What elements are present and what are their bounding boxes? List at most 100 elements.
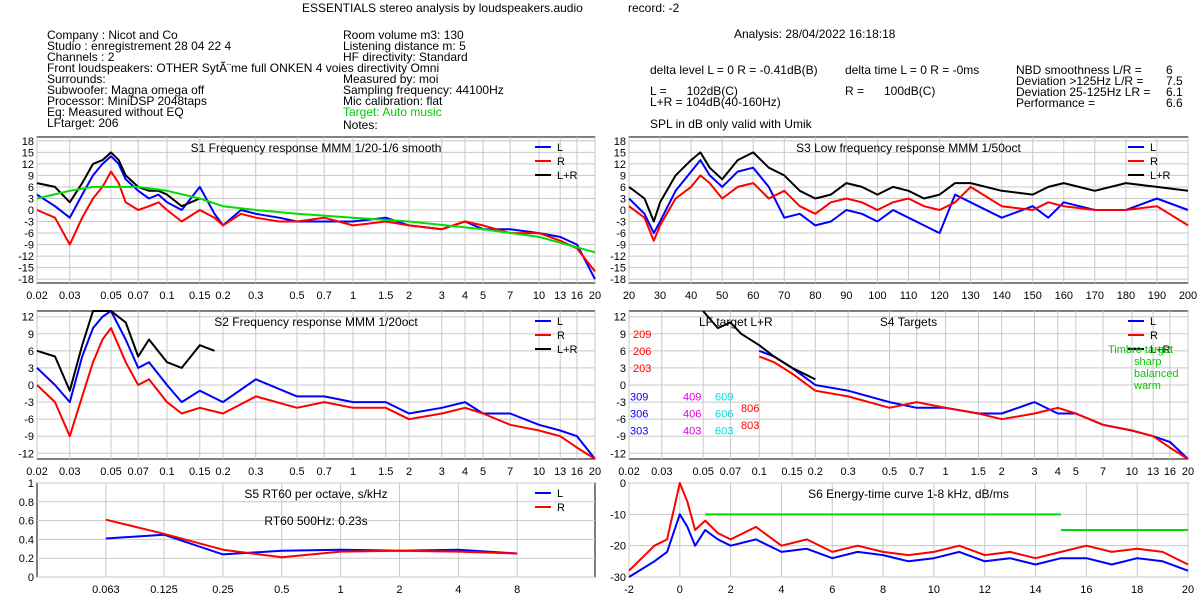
- s6-x-tick-label: 18: [1131, 584, 1143, 596]
- s5-y-tick-label: 0.4: [19, 534, 34, 546]
- s2-x-tick-label: 1.5: [378, 466, 393, 478]
- s2-y-tick-label: -12: [18, 448, 34, 460]
- s4-target-label-cyan: 609: [715, 391, 733, 403]
- s2-x-tick-label: 7: [507, 466, 513, 478]
- s2-x-tick-label: 4: [462, 466, 468, 478]
- s1-series-lr: [36, 151, 201, 208]
- s4-target-label-lf: 206: [633, 346, 651, 358]
- s3-x-tick-label: 190: [1148, 290, 1166, 302]
- s3-y-tick-label: 6: [620, 182, 626, 194]
- s4-target-label-blue: 309: [630, 391, 648, 403]
- info-directivity: HF directivity: Standard: [343, 50, 468, 64]
- s4-subtitle: LF target L+R: [699, 315, 773, 329]
- level-r: R = 100dB(C): [845, 84, 936, 98]
- s1-legend-label: L+R: [557, 170, 578, 182]
- s2-x-tick-label: 0.5: [289, 466, 304, 478]
- s2-x-tick-label: 16: [571, 466, 583, 478]
- s1-x-tick-label: 0.5: [289, 290, 304, 302]
- s3-x-tick-label: 30: [654, 290, 666, 302]
- s3-x-tick-label: 160: [1055, 290, 1073, 302]
- s4-series-r: [758, 355, 1189, 460]
- s1-y-tick-label: 0: [28, 205, 34, 217]
- s2-x-tick-label: 0.15: [189, 466, 210, 478]
- s2-x-tick-label: 10: [533, 466, 545, 478]
- s4-x-tick-label: 0.03: [651, 466, 672, 478]
- s2-series-lr: [36, 310, 215, 392]
- s4-x-tick-label: 0.7: [909, 466, 924, 478]
- s4-x-tick-label: 16: [1164, 466, 1176, 478]
- s4-target-label-blue: 303: [630, 426, 648, 438]
- s2-series-r: [36, 327, 596, 460]
- s4-target-label-hf: 803: [741, 420, 759, 432]
- report-title: ESSENTIALS stereo analysis by loudspeake…: [302, 1, 583, 15]
- score-label: Performance =: [1016, 96, 1096, 110]
- s2-x-tick-label: 0.2: [215, 466, 230, 478]
- score-value: 6: [1166, 63, 1173, 77]
- s1-y-tick-label: 18: [22, 136, 34, 148]
- s3-legend-label: L: [1150, 142, 1156, 154]
- s1-x-tick-label: 1.5: [378, 290, 393, 302]
- s4-x-tick-label: 1.5: [971, 466, 986, 478]
- s1-y-tick-label: -18: [18, 274, 34, 286]
- s4-y-tick-label: -12: [610, 448, 626, 460]
- info-subwoofer: Subwoofer: Magna omega off: [47, 83, 205, 97]
- s4-x-tick-label: 3: [1031, 466, 1037, 478]
- s1-y-tick-label: 3: [28, 193, 34, 205]
- s1-y-tick-label: -9: [24, 240, 34, 252]
- s5-series-l: [105, 533, 518, 556]
- s3-x-tick-label: 200: [1179, 290, 1197, 302]
- s3-y-tick-label: 3: [620, 193, 626, 205]
- s2-x-tick-label: 5: [480, 466, 486, 478]
- s5-y-tick-label: 1: [28, 478, 34, 490]
- score-value: 7.5: [1166, 74, 1183, 88]
- s5-x-tick-label: 0.125: [150, 584, 178, 596]
- s1-x-tick-label: 1: [350, 290, 356, 302]
- info-company: Company : Nicot and Co: [47, 28, 178, 42]
- s3-series-lr: [628, 151, 1189, 223]
- s6-y-tick-label: -20: [610, 541, 626, 553]
- level-l: L = 102dB(C): [650, 84, 738, 98]
- s1-y-tick-label: -3: [24, 217, 34, 229]
- s3-x-tick-label: 70: [778, 290, 790, 302]
- s4-target-label-hf: 806: [741, 403, 759, 415]
- s3-x-tick-label: 40: [685, 290, 697, 302]
- s4-y-tick-label: -6: [616, 414, 626, 426]
- s3-x-tick-label: 150: [1024, 290, 1042, 302]
- s3-series-l: [628, 159, 1189, 235]
- s4-target-label-lf: 209: [633, 329, 651, 341]
- info-sampling: Sampling frequency: 44100Hz: [343, 83, 504, 97]
- record-label: record: -2: [628, 1, 680, 15]
- info-channels: Channels : 2: [47, 50, 115, 64]
- s1-legend-label: R: [557, 156, 565, 168]
- s4-y-tick-label: 12: [614, 312, 626, 324]
- s3-y-tick-label: 12: [614, 159, 626, 171]
- s2-y-tick-label: 9: [28, 329, 34, 341]
- s2-legend-label: L+R: [557, 344, 578, 356]
- s1-legend-label: L: [557, 142, 563, 154]
- s2-x-tick-label: 0.1: [159, 466, 174, 478]
- s3-x-tick-label: 90: [840, 290, 852, 302]
- s1-x-tick-label: 0.1: [159, 290, 174, 302]
- s4-target-label-blue: 306: [630, 408, 648, 420]
- s4-y-tick-label: 6: [620, 346, 626, 358]
- score-label: Deviation 25-125Hz LR =: [1016, 85, 1151, 99]
- s1-x-tick-label: 7: [507, 290, 513, 302]
- s5-x-tick-label: 2: [396, 584, 402, 596]
- s2-x-tick-label: 0.3: [248, 466, 263, 478]
- analysis-date: Analysis: 28/04/2022 16:18:18: [734, 27, 896, 41]
- s3-y-tick-label: 15: [614, 147, 626, 159]
- s1-x-tick-label: 0.02: [26, 290, 47, 302]
- s3-x-tick-label: 180: [1117, 290, 1135, 302]
- s3-x-tick-label: 140: [992, 290, 1010, 302]
- score-label: NBD smoothness L/R =: [1016, 63, 1142, 77]
- s4-x-tick-label: 0.02: [618, 466, 639, 478]
- s4-x-tick-label: 0.3: [840, 466, 855, 478]
- s2-x-tick-label: 0.05: [100, 466, 121, 478]
- spl-note: SPL in dB only valid with Umik: [650, 117, 812, 131]
- s2-y-tick-label: -3: [24, 397, 34, 409]
- s2-x-tick-label: 0.7: [317, 466, 332, 478]
- s4-legend-label: L: [1150, 316, 1156, 328]
- s3-y-tick-label: -12: [610, 251, 626, 263]
- s4-x-tick-label: 1: [943, 466, 949, 478]
